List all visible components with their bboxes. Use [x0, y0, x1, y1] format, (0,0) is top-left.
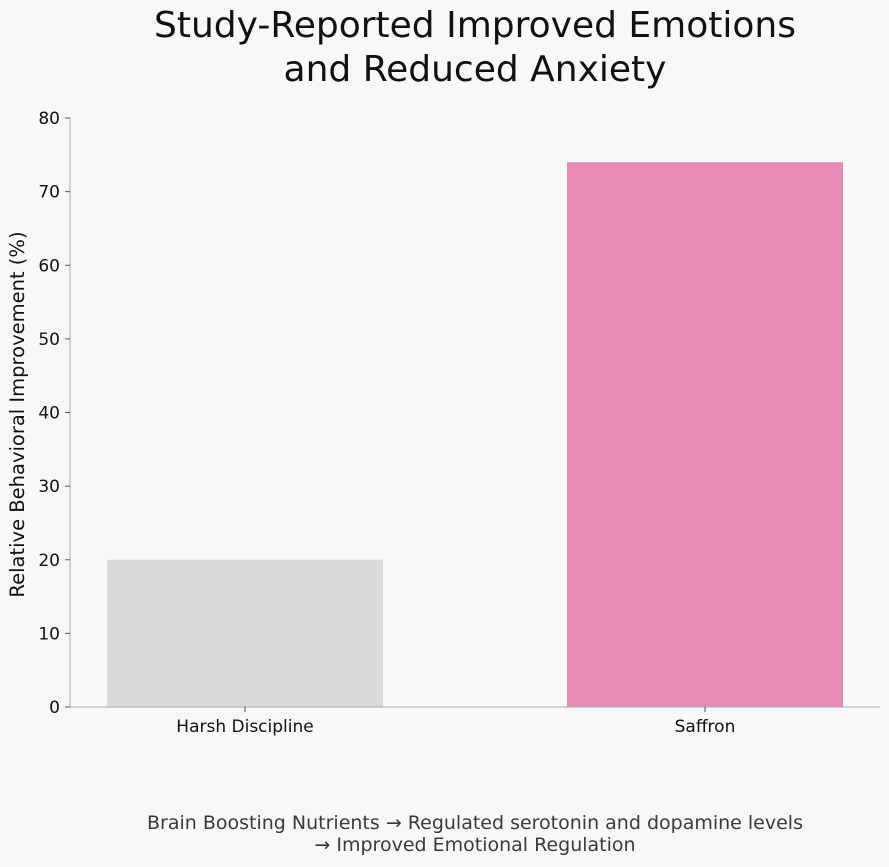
chart-title-line-2: and Reduced Anxiety	[283, 49, 667, 90]
y-tick-label-50: 50	[38, 330, 60, 350]
bar-1	[567, 162, 843, 708]
x-tick-label-1: Saffron	[675, 717, 736, 737]
y-tick-label-10: 10	[38, 624, 60, 644]
y-tick-label-40: 40	[38, 404, 60, 424]
y-tick-label-70: 70	[38, 183, 60, 203]
bar-chart: 0 10 20 30 40 50 60 70 80 Harsh Discipline Saffron…	[6, 109, 880, 737]
chart-caption: Brain Boosting Nutrients → Regulated ser…	[0, 812, 889, 856]
y-tick-label-20: 20	[38, 551, 60, 571]
y-tick-label-60: 60	[38, 256, 60, 276]
bar-0	[107, 559, 383, 707]
chart-title: Study-Reported Improved Emotions and Red…	[0, 4, 889, 92]
y-axis-label: Relative Behavioral Improvement (%)	[6, 231, 29, 597]
chart-title-line-1: Study-Reported Improved Emotions	[154, 5, 796, 46]
caption-line-1: Brain Boosting Nutrients → Regulated ser…	[147, 812, 803, 834]
caption-line-2: → Improved Emotional Regulation	[314, 834, 636, 856]
y-tick-label-30: 30	[38, 477, 60, 497]
y-tick-label-80: 80	[38, 109, 60, 129]
y-tick-label-0: 0	[49, 698, 60, 718]
x-tick-label-0: Harsh Discipline	[176, 717, 313, 737]
